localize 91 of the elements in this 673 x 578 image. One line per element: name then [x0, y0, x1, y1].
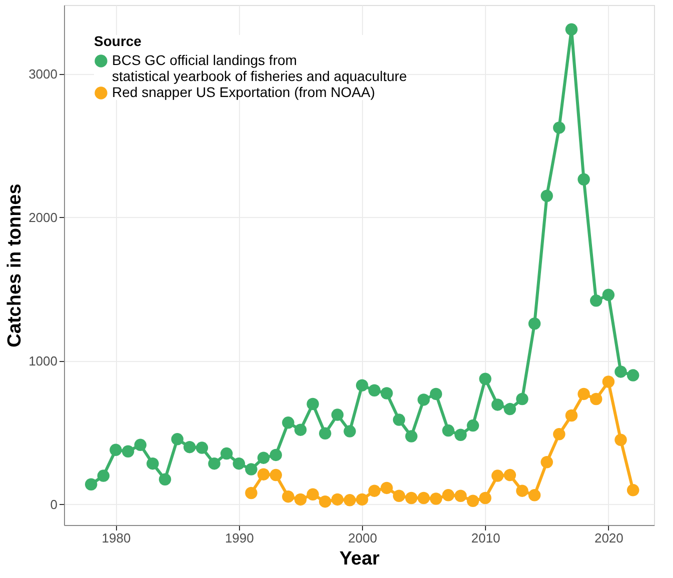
point [442, 489, 454, 502]
x-tick-label: 2020 [594, 530, 624, 546]
point [122, 445, 134, 458]
point [466, 494, 480, 507]
point [430, 492, 442, 505]
point [392, 414, 406, 426]
point [528, 318, 541, 330]
x-tick-label: 2000 [348, 530, 378, 546]
point [319, 427, 332, 440]
point [282, 490, 294, 503]
y-axis-title: Catches in tonnes [4, 184, 26, 348]
point [491, 470, 504, 482]
point [368, 484, 381, 497]
point [134, 438, 146, 452]
point [626, 369, 640, 382]
point [110, 444, 122, 456]
point [380, 482, 393, 494]
point [356, 493, 368, 506]
point [565, 409, 578, 422]
point [220, 447, 233, 460]
point [380, 387, 393, 400]
point [479, 492, 492, 504]
point [626, 484, 640, 496]
point [282, 416, 294, 429]
legend-label: Red snapper US Exportation (from NOAA) [112, 84, 375, 100]
point [392, 490, 406, 502]
point [516, 484, 528, 497]
point [528, 489, 541, 502]
point [602, 376, 615, 388]
y-tick-label: 1000 [28, 353, 58, 368]
y-tick-label: 2000 [28, 210, 58, 225]
point [504, 402, 516, 416]
point [294, 493, 307, 506]
point [270, 448, 282, 462]
legend-title: Source [94, 33, 142, 49]
point [257, 452, 270, 464]
point [196, 442, 208, 454]
point [540, 456, 553, 468]
point [245, 486, 258, 500]
x-axis-title: Year [339, 548, 380, 570]
point [418, 492, 430, 504]
point [491, 398, 504, 411]
point [614, 366, 627, 378]
point [466, 419, 480, 432]
point [344, 494, 356, 506]
point [442, 424, 454, 437]
point [306, 488, 319, 501]
x-tick-label: 2010 [471, 530, 500, 546]
point [578, 388, 590, 400]
point [454, 428, 467, 441]
point [602, 288, 615, 302]
point [257, 468, 270, 480]
point [590, 294, 602, 307]
point [331, 493, 344, 506]
point [319, 495, 332, 508]
point [306, 398, 319, 410]
point [578, 173, 590, 186]
point [430, 388, 442, 400]
point [270, 468, 282, 482]
point [614, 434, 627, 446]
point [208, 457, 220, 470]
point [405, 492, 418, 504]
point [97, 470, 110, 482]
point [245, 463, 258, 476]
point [232, 457, 246, 470]
point [84, 478, 98, 490]
point [590, 392, 602, 406]
point [356, 379, 368, 392]
y-tick-label: 3000 [28, 66, 58, 82]
point [454, 490, 467, 502]
x-tick-label: 1980 [102, 530, 131, 546]
point [553, 428, 566, 440]
point [553, 122, 566, 134]
point [184, 440, 196, 454]
x-tick-label: 1990 [224, 530, 254, 546]
y-tick-label: 0 [50, 496, 58, 512]
point [540, 190, 553, 202]
point [158, 473, 172, 486]
point [344, 425, 356, 438]
point [418, 394, 430, 406]
point [146, 457, 159, 470]
point [405, 430, 418, 442]
point [479, 372, 492, 385]
point [294, 424, 307, 436]
point [331, 408, 344, 421]
point [171, 433, 184, 446]
point [565, 23, 578, 36]
point [516, 392, 528, 406]
legend-label: BCS GC official landings from statistical yearbook of fisheries and aquaculture [112, 52, 408, 84]
point [504, 468, 516, 482]
point [368, 384, 381, 396]
